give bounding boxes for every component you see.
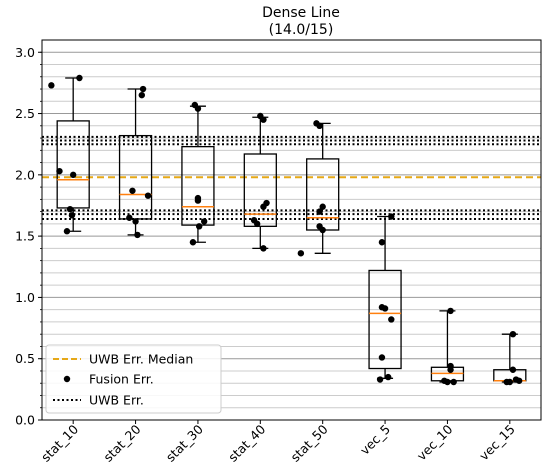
fusion-err-point xyxy=(509,366,517,373)
fusion-err-point xyxy=(319,203,326,210)
box-iqr xyxy=(243,153,277,227)
fusion-err-point xyxy=(260,203,267,210)
y-tick-label: 1.0 xyxy=(15,290,35,305)
box-iqr xyxy=(368,269,402,370)
fusion-err-point xyxy=(69,171,77,179)
y-tick-label: 1.5 xyxy=(15,229,35,244)
x-tick-label: stat_20 xyxy=(100,421,143,464)
fusion-err-point xyxy=(316,122,323,130)
y-tick-label: 0.0 xyxy=(15,413,35,428)
fusion-err-point xyxy=(388,213,395,220)
chart-title: Dense Line xyxy=(262,5,340,21)
fusion-err-point xyxy=(509,330,517,338)
fusion-err-point xyxy=(316,208,323,215)
legend-label-fusion-err: Fusion Err. xyxy=(89,372,154,387)
chart-subtitle: (14.0/15) xyxy=(269,22,334,38)
legend-label-uwb-err: UWB Err. xyxy=(89,393,144,408)
fusion-err-point xyxy=(132,218,139,225)
fusion-err-point xyxy=(56,167,63,175)
fusion-err-point xyxy=(447,366,454,373)
fusion-err-point xyxy=(381,305,389,312)
y-tick-label: 0.5 xyxy=(15,351,35,366)
y-tick-label: 2.5 xyxy=(15,106,35,121)
fusion-err-point xyxy=(76,74,83,82)
fusion-err-point xyxy=(195,223,203,230)
legend-fusion-marker xyxy=(63,375,71,383)
fusion-err-point xyxy=(253,220,261,228)
fusion-err-point xyxy=(194,105,202,112)
fusion-err-point xyxy=(138,91,145,99)
fusion-err-point xyxy=(378,354,386,361)
legend-frame xyxy=(45,344,222,414)
x-tick-label: vec_15 xyxy=(476,422,518,464)
fusion-err-point xyxy=(376,376,384,383)
fusion-err-point xyxy=(450,378,457,386)
fusion-err-point xyxy=(444,378,451,386)
fusion-err-point xyxy=(48,82,55,89)
fusion-err-point xyxy=(68,212,76,219)
fusion-err-point xyxy=(378,239,386,246)
fusion-err-point xyxy=(260,245,267,252)
x-tick-label: stat_50 xyxy=(288,421,331,464)
fusion-err-point xyxy=(129,187,136,194)
fusion-err-point xyxy=(139,85,147,93)
axes-frame xyxy=(41,39,542,421)
fusion-err-point xyxy=(63,228,71,235)
fusion-err-point xyxy=(503,378,510,386)
legend: UWB Err. Median Fusion Err. UWB Err. xyxy=(45,344,222,414)
x-tick-label: vec_10 xyxy=(414,421,456,463)
fusion-err-point xyxy=(260,116,267,123)
fusion-err-point xyxy=(66,205,74,213)
fusion-err-point xyxy=(189,239,197,246)
fusion-err-point xyxy=(194,197,202,204)
x-tick-label: vec_5 xyxy=(357,422,393,458)
box-iqr xyxy=(56,120,90,209)
fusion-err-point xyxy=(447,307,454,315)
fusion-err-point xyxy=(144,192,152,199)
x-tick-label: stat_40 xyxy=(225,421,268,464)
fusion-err-point xyxy=(297,250,305,257)
fusion-err-point xyxy=(384,373,392,381)
y-tick-label: 3.0 xyxy=(15,45,35,60)
fusion-err-point xyxy=(388,316,395,323)
fusion-err-point xyxy=(200,218,208,225)
x-tick-label: stat_30 xyxy=(163,421,206,464)
y-tick-label: 2.0 xyxy=(15,167,35,182)
fusion-err-point xyxy=(134,231,141,239)
fusion-err-point xyxy=(319,226,326,234)
x-tick-label: stat_10 xyxy=(38,421,81,464)
fusion-err-point xyxy=(515,377,523,384)
fusion-err-point xyxy=(126,214,133,221)
legend-label-uwb-median: UWB Err. Median xyxy=(89,352,193,367)
